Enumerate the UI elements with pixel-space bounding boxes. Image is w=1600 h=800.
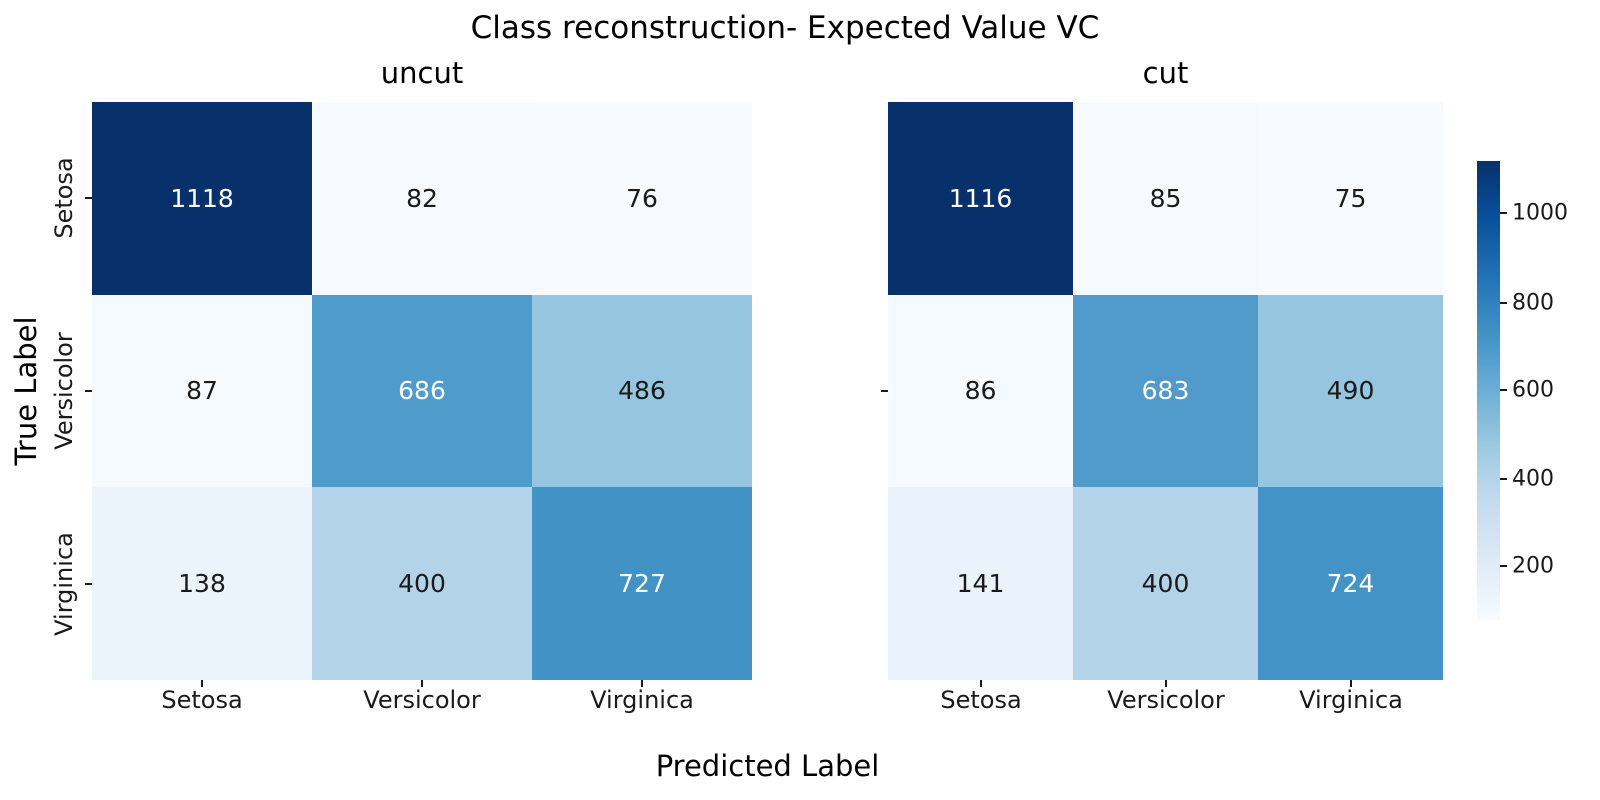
x-tick-label: Setosa (940, 686, 1022, 714)
heatmap-cell: 82 (312, 102, 532, 295)
heatmap-cell: 486 (532, 294, 752, 488)
heatmap-cell: 86 (888, 294, 1073, 488)
colorbar-tick-label: 200 (1512, 553, 1554, 579)
x-tick-label: Versicolor (1107, 686, 1225, 714)
tick-mark (1165, 680, 1167, 687)
heatmap-cell: 138 (92, 487, 312, 680)
tick-mark (1500, 389, 1507, 391)
x-axis-label: Predicted Label (655, 749, 880, 783)
heatmap-cell: 1116 (888, 102, 1073, 295)
tick-mark (1350, 680, 1352, 687)
tick-mark (421, 680, 423, 687)
heatmap-uncut: 1118 82 76 87 686 486 138 400 727 (92, 102, 752, 680)
x-tick-label: Virginica (1299, 686, 1403, 714)
heatmap-cell: 686 (312, 294, 532, 488)
y-tick-label: Versicolor (50, 332, 78, 450)
heatmap-cut: 1116 85 75 86 683 490 141 400 724 (888, 102, 1443, 680)
heatmap-cell: 76 (532, 102, 752, 295)
heatmap-cell: 490 (1258, 294, 1443, 488)
heatmap-cell: 85 (1073, 102, 1258, 295)
tick-mark (85, 583, 92, 585)
y-tick-label: Setosa (50, 157, 78, 239)
heatmap-cell: 1118 (92, 102, 312, 295)
heatmap-cell: 141 (888, 487, 1073, 680)
subplot-title-cut: cut (1142, 56, 1189, 90)
colorbar-gradient (1477, 161, 1500, 620)
tick-mark (1500, 478, 1507, 480)
colorbar-tick-label: 1000 (1512, 200, 1568, 226)
heatmap-cell: 400 (312, 487, 532, 680)
tick-mark (85, 390, 92, 392)
heatmap-cell: 727 (532, 487, 752, 680)
y-tick-label: Virginica (50, 532, 78, 636)
colorbar-tick-label: 800 (1512, 290, 1554, 316)
tick-mark (980, 680, 982, 687)
heatmap-cell: 683 (1073, 294, 1258, 488)
heatmap-cell: 400 (1073, 487, 1258, 680)
x-tick-label: Versicolor (363, 686, 481, 714)
tick-mark (201, 680, 203, 687)
tick-mark (641, 680, 643, 687)
x-tick-label: Virginica (590, 686, 694, 714)
x-tick-label: Setosa (161, 686, 243, 714)
colorbar-tick-label: 600 (1512, 377, 1554, 403)
heatmap-cell: 87 (92, 294, 312, 488)
figure-title: Class reconstruction- Expected Value VC (470, 10, 1100, 46)
colorbar-tick-label: 400 (1512, 466, 1554, 492)
subplot-title-uncut: uncut (380, 56, 464, 90)
tick-mark (85, 197, 92, 199)
tick-mark (1500, 212, 1507, 214)
heatmap-cell: 724 (1258, 487, 1443, 680)
tick-mark (1500, 565, 1507, 567)
heatmap-cell: 75 (1258, 102, 1443, 295)
y-axis-label: True Label (9, 316, 43, 466)
tick-mark (1500, 302, 1507, 304)
tick-mark (881, 390, 888, 392)
